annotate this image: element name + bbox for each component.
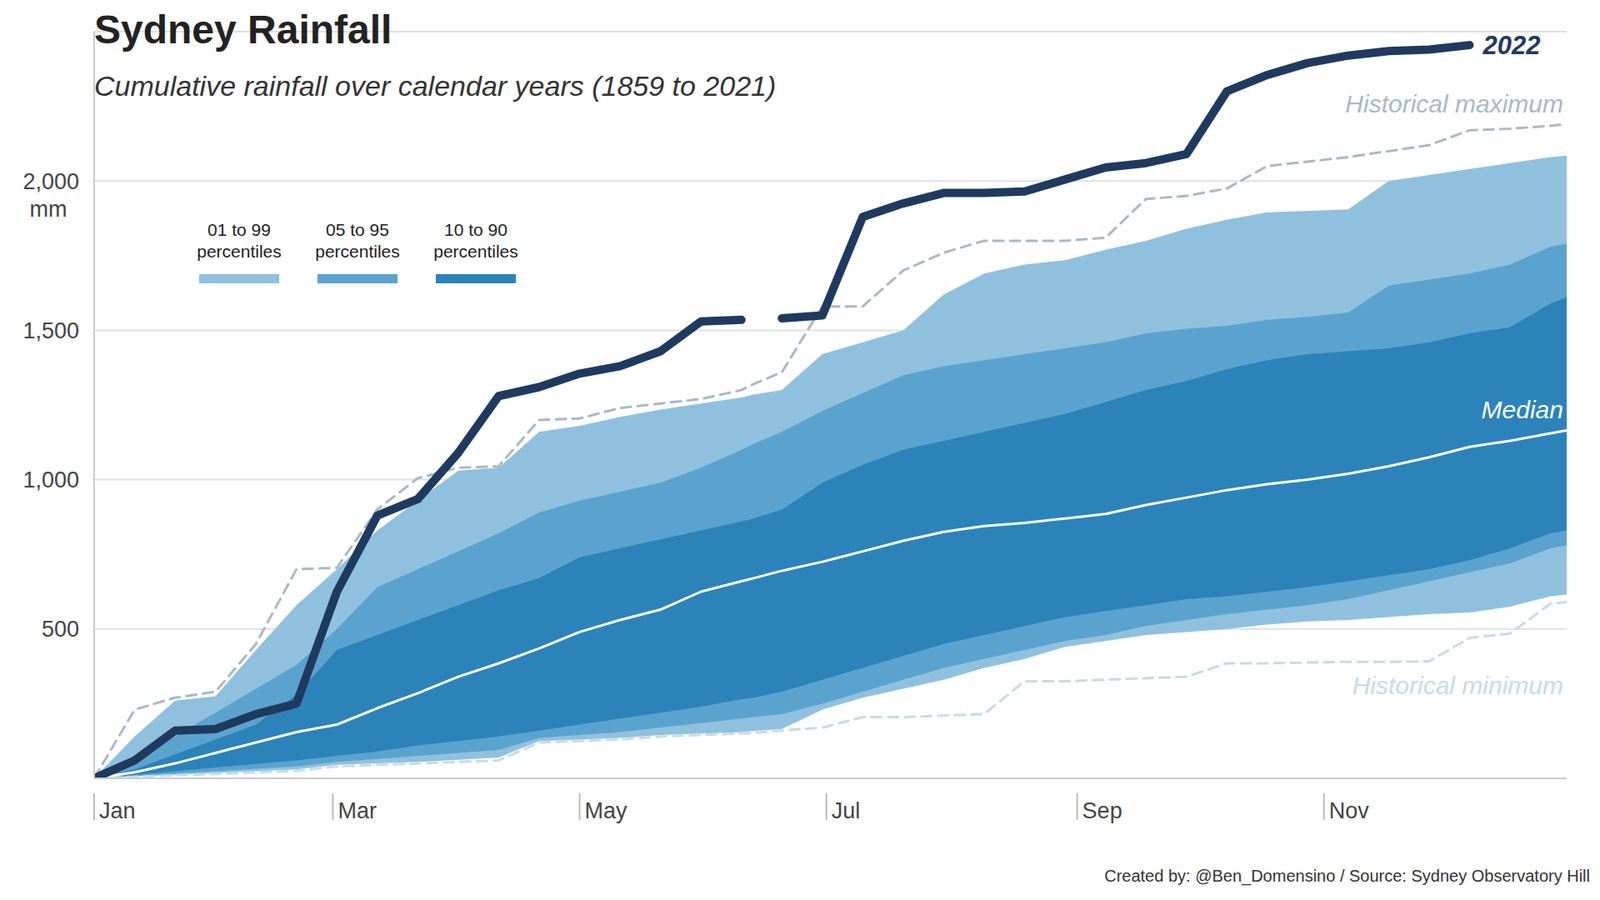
svg-text:May: May	[585, 798, 629, 824]
html-text:10 to 90: 10 to 90	[444, 220, 508, 240]
html-text:01 to 99: 01 to 99	[207, 220, 271, 240]
svg-text:Historical minimum: Historical minimum	[1352, 671, 1564, 700]
svg-text:1,500: 1,500	[22, 318, 80, 344]
svg-text:Historical maximum: Historical maximum	[1345, 90, 1564, 118]
svg-text:1,000: 1,000	[22, 467, 80, 493]
svg-text:Jul: Jul	[831, 798, 861, 824]
html-text:05 to 95: 05 to 95	[325, 220, 390, 240]
svg-text:Nov: Nov	[1329, 798, 1370, 824]
html-text:percentiles: percentiles	[315, 241, 400, 261]
svg-text:Sep: Sep	[1082, 798, 1123, 824]
html-text:Cumulative rainfall over calen: Cumulative rainfall over calendar years …	[94, 70, 777, 102]
svg-text:Median: Median	[1481, 395, 1564, 424]
svg-text:500: 500	[41, 616, 80, 642]
svg-text:2022: 2022	[1481, 30, 1540, 60]
html-text:percentiles: percentiles	[433, 241, 519, 261]
html-text:percentiles: percentiles	[196, 241, 282, 261]
html-text:Sydney Rainfall: Sydney Rainfall	[94, 7, 393, 52]
svg-text:mm: mm	[30, 196, 68, 222]
svg-text:2,000: 2,000	[22, 169, 80, 195]
html-text:Created by: @Ben_Domensino / S: Created by: @Ben_Domensino / Source: Syd…	[1104, 866, 1590, 885]
svg-text:Jan: Jan	[99, 798, 136, 824]
svg-text:Mar: Mar	[337, 798, 377, 824]
